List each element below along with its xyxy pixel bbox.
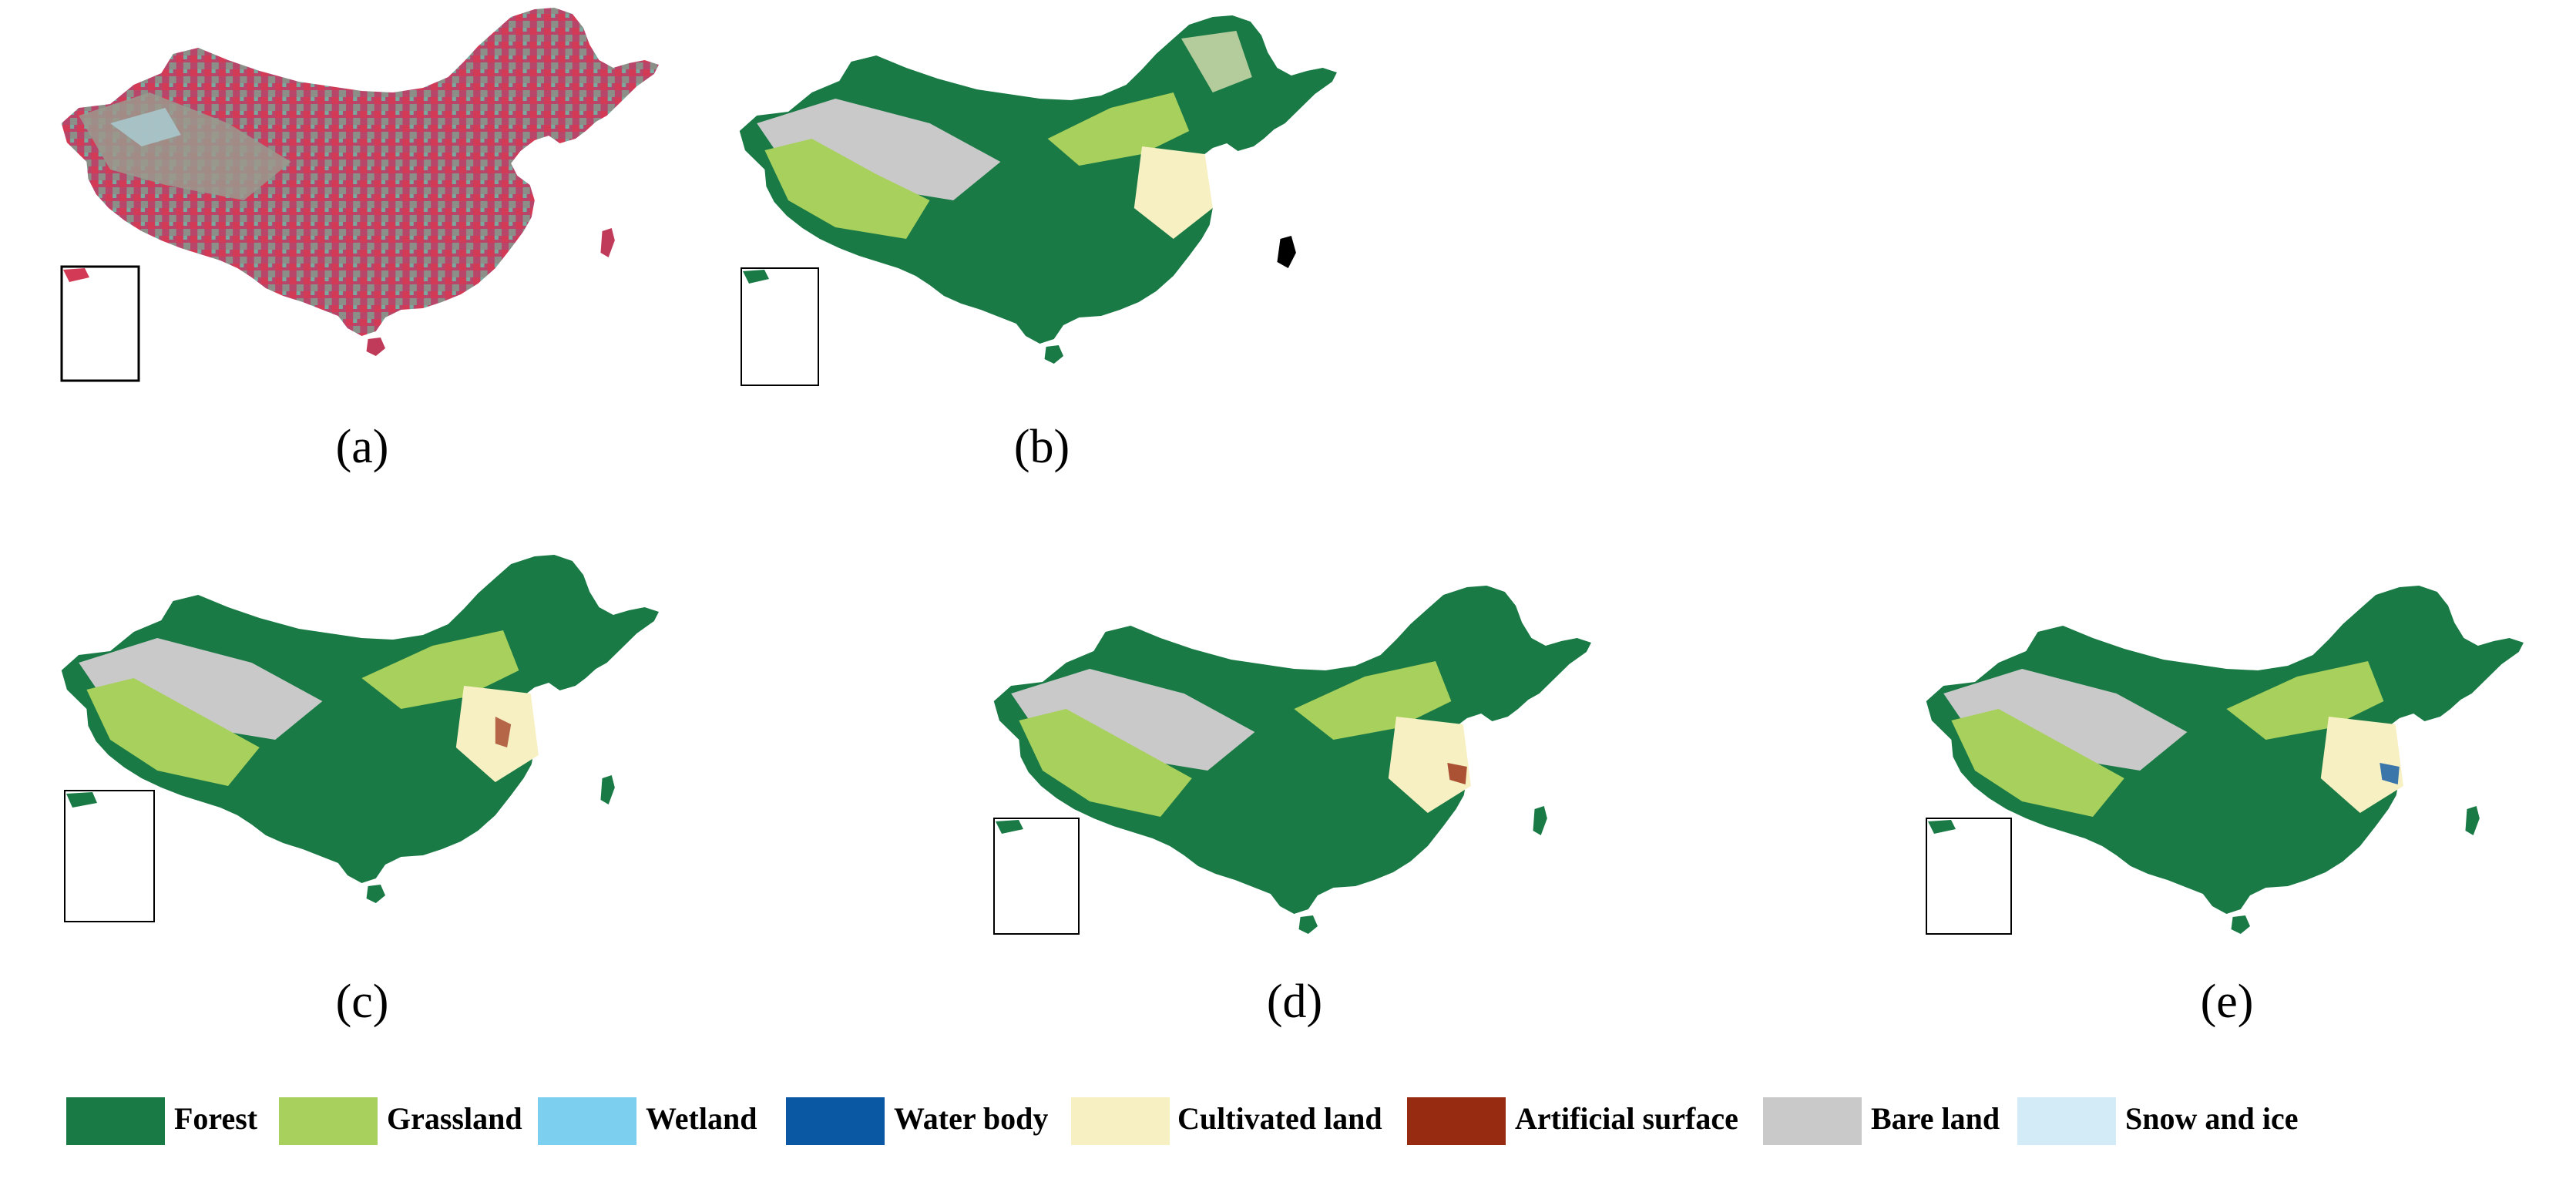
legend-label-forest: Forest [174, 1101, 258, 1136]
legend-swatch-forest [66, 1097, 165, 1145]
legend-swatch-wetland [538, 1097, 636, 1145]
legend-swatch-water-body [786, 1097, 885, 1145]
panel-label-b: (b) [1013, 421, 1070, 473]
inset-box-b [741, 267, 819, 386]
legend-label-artificial-surface: Artificial surface [1515, 1101, 1738, 1136]
inset-box-e [1926, 818, 2012, 935]
inset-box-a [60, 265, 140, 382]
inset-box-d [993, 818, 1080, 935]
legend-swatch-bare-land [1763, 1097, 1862, 1145]
legend-label-snow-and-ice: Snow and ice [2125, 1101, 2299, 1136]
legend-label-wetland: Wetland [646, 1101, 757, 1136]
legend-swatch-grassland [279, 1097, 378, 1145]
panel-label-c: (c) [335, 976, 389, 1028]
false-color-map-a [60, 8, 659, 382]
land-cover-map-d [993, 586, 1591, 935]
land-cover-map-e [1926, 586, 2524, 935]
legend-swatch-artificial-surface [1407, 1097, 1506, 1145]
land-cover-map-c [61, 555, 659, 922]
legend-swatch-cultivated-land [1071, 1097, 1170, 1145]
land-cover-map-b [739, 15, 1337, 386]
legend-label-water-body: Water body [894, 1101, 1049, 1136]
panel-label-d: (d) [1266, 976, 1323, 1028]
legend-label-cultivated-land: Cultivated land [1177, 1101, 1382, 1136]
legend-label-bare-land: Bare land [1871, 1101, 2000, 1136]
legend-label-grassland: Grassland [387, 1101, 522, 1136]
land-cover-legend: Forest Grassland Wetland Water body Cult… [66, 1093, 2378, 1154]
legend-swatch-snow-and-ice [2017, 1097, 2116, 1145]
panel-label-e: (e) [2200, 976, 2254, 1028]
inset-box-c [64, 790, 155, 922]
panel-label-a: (a) [335, 421, 389, 473]
